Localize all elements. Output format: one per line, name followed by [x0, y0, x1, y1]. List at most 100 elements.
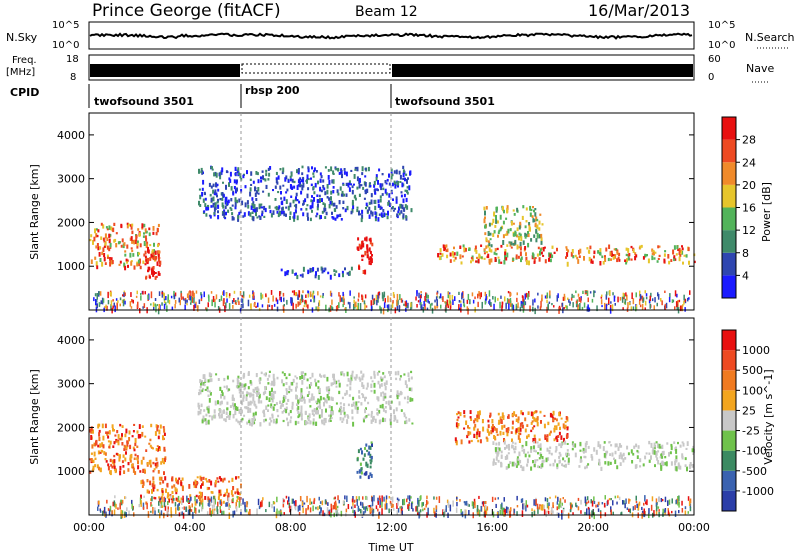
data-cell — [627, 302, 629, 309]
data-cell — [391, 302, 394, 309]
data-cell — [385, 380, 388, 385]
colorbar-tick-label: 4 — [742, 269, 749, 282]
data-cell — [584, 442, 587, 448]
data-cell — [347, 416, 350, 419]
data-cell — [281, 171, 284, 175]
data-cell — [332, 179, 335, 184]
data-cell — [369, 239, 372, 245]
data-cell — [317, 275, 320, 280]
data-cell — [274, 390, 277, 394]
data-cell — [425, 293, 428, 299]
data-cell — [352, 505, 354, 511]
data-cell — [364, 396, 366, 402]
data-cell — [388, 193, 391, 198]
data-cell — [271, 399, 274, 403]
data-cell — [297, 184, 300, 187]
data-cell — [101, 251, 104, 256]
data-cell — [335, 510, 337, 514]
data-cell — [655, 498, 658, 503]
data-cell — [230, 198, 233, 202]
data-cell — [389, 421, 392, 426]
data-cell — [222, 194, 225, 198]
data-cell — [116, 453, 119, 456]
data-cell — [210, 197, 213, 202]
data-cell — [549, 253, 552, 258]
data-cell — [222, 500, 225, 504]
data-cell — [360, 467, 363, 471]
data-cell — [485, 508, 487, 513]
data-cell — [560, 505, 563, 508]
data-cell — [189, 294, 191, 301]
data-cell — [527, 434, 530, 438]
data-cell — [321, 210, 324, 214]
data-cell — [506, 244, 509, 247]
data-cell — [332, 505, 335, 510]
data-cell — [275, 171, 278, 175]
data-cell — [330, 190, 333, 195]
colorbar-tick-label: 20 — [742, 179, 756, 192]
data-cell — [282, 383, 285, 387]
data-cell — [335, 305, 338, 312]
data-cell — [191, 503, 193, 508]
data-cell — [444, 301, 446, 304]
data-cell — [285, 199, 288, 204]
data-cell — [562, 457, 565, 461]
data-cell — [335, 385, 338, 388]
data-cell — [409, 495, 411, 502]
data-cell — [678, 501, 680, 508]
data-cell — [691, 464, 694, 468]
data-cell — [487, 231, 490, 236]
data-cell — [234, 410, 237, 416]
data-cell — [566, 443, 569, 445]
data-cell — [367, 413, 370, 416]
data-cell — [182, 296, 184, 300]
data-cell — [313, 500, 315, 505]
data-cell — [252, 180, 255, 184]
data-cell — [648, 440, 651, 445]
data-cell — [198, 509, 200, 513]
data-cell — [490, 302, 492, 307]
data-cell — [273, 501, 276, 505]
data-cell — [258, 381, 261, 385]
data-cell — [349, 302, 351, 309]
data-cell — [591, 298, 594, 303]
data-cell — [118, 241, 121, 244]
data-cell — [409, 171, 411, 176]
data-cell — [370, 210, 373, 215]
data-cell — [627, 253, 630, 257]
data-cell — [450, 301, 452, 309]
data-cell — [658, 496, 660, 503]
colorbar-tick-label: 8 — [742, 247, 749, 260]
data-cell — [404, 189, 407, 192]
data-cell — [113, 462, 116, 468]
data-cell — [375, 174, 378, 178]
data-cell — [396, 213, 399, 218]
data-cell — [364, 303, 366, 311]
data-cell — [296, 274, 299, 280]
data-cell — [457, 416, 460, 419]
data-cell — [633, 445, 636, 449]
data-cell — [551, 254, 554, 259]
cpid-label: CPID — [10, 86, 39, 99]
data-cell — [351, 202, 354, 206]
data-cell — [484, 291, 487, 297]
data-cell — [97, 246, 100, 251]
data-cell — [365, 407, 367, 410]
data-cell — [474, 296, 476, 300]
data-cell — [503, 510, 505, 517]
data-cell — [126, 223, 129, 229]
data-cell — [210, 166, 213, 169]
data-cell — [121, 433, 123, 438]
data-cell — [605, 247, 608, 252]
data-cell — [263, 409, 265, 415]
data-cell — [163, 446, 166, 452]
data-cell — [108, 509, 111, 516]
data-cell — [500, 226, 503, 230]
data-cell — [384, 188, 387, 194]
data-cell — [314, 182, 317, 188]
data-cell — [407, 177, 409, 180]
data-cell — [362, 186, 365, 190]
data-cell — [535, 450, 537, 453]
data-cell — [171, 306, 174, 311]
data-cell — [527, 451, 530, 454]
